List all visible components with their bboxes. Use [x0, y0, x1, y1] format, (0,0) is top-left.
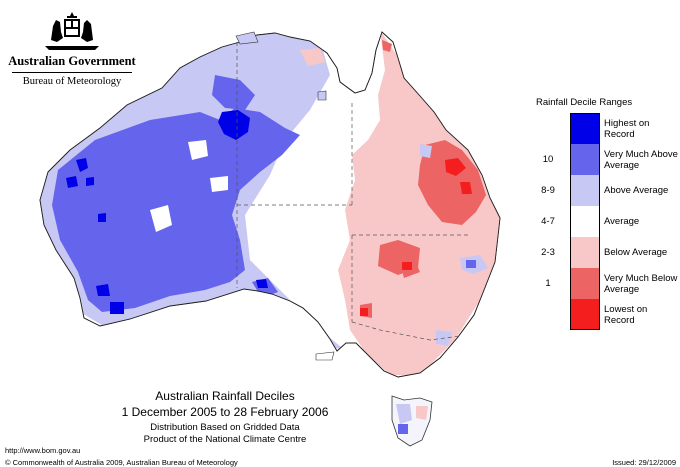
very-much-below-average-region [382, 40, 392, 52]
map-note-product: Product of the National Climate Centre [143, 434, 307, 445]
legend-swatch [570, 113, 600, 144]
groote-eylandt [317, 90, 327, 101]
coat-of-arms-icon [45, 12, 99, 50]
legend-swatch [570, 268, 600, 299]
legend-label: Lowest on Record [604, 299, 680, 330]
legend-range: 1 [545, 278, 551, 289]
legend-label-text: Above Average [604, 185, 669, 196]
legend-label: Very Much Above Average [604, 144, 680, 175]
legend-row: Lowest on Record [530, 299, 680, 330]
state-borders [236, 42, 470, 341]
highest-on-record-patch [218, 110, 250, 140]
average-patch [210, 176, 228, 192]
legend-title: Rainfall Decile Ranges [536, 97, 633, 108]
kangaroo-island [315, 351, 335, 361]
lowest-on-record-patch [445, 158, 466, 176]
legend-label-text: Very Much Above Average [604, 148, 678, 171]
legend-swatch [570, 299, 600, 330]
logo-divider [12, 72, 132, 73]
legend-swatch [570, 237, 600, 268]
legend-range: 2-3 [541, 247, 555, 258]
legend-range [530, 299, 566, 330]
tasmania-very-much-above-average-patch [398, 424, 408, 434]
highest-on-record-patch [96, 284, 110, 296]
map-title: Australian Rainfall Deciles [155, 389, 295, 403]
bom-logo: Australian Government Bureau of Meteorol… [8, 10, 136, 87]
legend-row: Highest on Record [530, 113, 680, 144]
legend-label-text: Highest on Record [604, 117, 650, 140]
legend-row: 4-7 Average [530, 206, 680, 237]
legend-range: 10 [542, 154, 554, 165]
organisation-name: Australian Government [8, 54, 136, 68]
tasmania-below-average-patch [416, 406, 428, 420]
tasmania [391, 395, 433, 447]
tasmania-above-average-patch [396, 404, 412, 424]
melville-island [235, 31, 259, 45]
map-note-distribution: Distribution Based on Gridded Data [150, 422, 300, 433]
very-much-above-average-region [212, 75, 255, 110]
highest-on-record-patch [98, 213, 106, 222]
very-much-above-average-region [52, 108, 300, 312]
highest-on-record-patch [66, 176, 78, 188]
legend-range: 8-9 [541, 185, 555, 196]
agency-name: Bureau of Meteorology [22, 76, 122, 87]
below-average-region [338, 32, 500, 375]
highest-on-record-patch [110, 302, 124, 314]
copyright-notice: © Commonwealth of Australia 2009, Austra… [5, 458, 238, 467]
average-patch [188, 140, 208, 160]
highest-on-record-patch [86, 177, 94, 186]
legend-row: 1 Very Much Below Average [530, 268, 680, 299]
below-average-region [300, 48, 325, 66]
highest-on-record-patch [256, 279, 268, 288]
very-much-below-average-region [418, 140, 486, 225]
lowest-on-record-patch [360, 308, 368, 316]
issued-date: Issued: 29/12/2009 [612, 458, 676, 467]
legend-label-text: Very Much Below Average [604, 272, 678, 295]
legend-label-text: Below Average [604, 247, 668, 258]
legend-row: 2-3 Below Average [530, 237, 680, 268]
legend-label-text: Average [604, 216, 640, 227]
legend-label: Highest on Record [604, 113, 680, 144]
legend-range: 4-7 [541, 216, 555, 227]
legend-row: 8-9 Above Average [530, 175, 680, 206]
legend-swatch [570, 206, 600, 237]
above-average-patch [420, 144, 432, 158]
above-average-patch [466, 260, 476, 268]
legend-swatch [570, 144, 600, 175]
legend-label: Average [604, 206, 680, 237]
legend-swatch [570, 175, 600, 206]
website-link[interactable]: http://www.bom.gov.au [5, 446, 81, 455]
legend-label: Below Average [604, 237, 680, 268]
highest-on-record-patch [76, 158, 88, 172]
average-patch [150, 205, 172, 232]
average-patch [302, 168, 330, 190]
legend-label: Above Average [604, 175, 680, 206]
legend-range [530, 113, 566, 144]
coastline [39, 31, 501, 378]
legend-label: Very Much Below Average [604, 268, 680, 299]
map-period: 1 December 2005 to 28 February 2006 [121, 405, 329, 419]
lowest-on-record-patch [460, 182, 472, 194]
legend-label-text: Lowest on Record [604, 303, 648, 326]
legend-row: 10 Very Much Above Average [530, 144, 680, 175]
lowest-on-record-patch [402, 262, 412, 270]
